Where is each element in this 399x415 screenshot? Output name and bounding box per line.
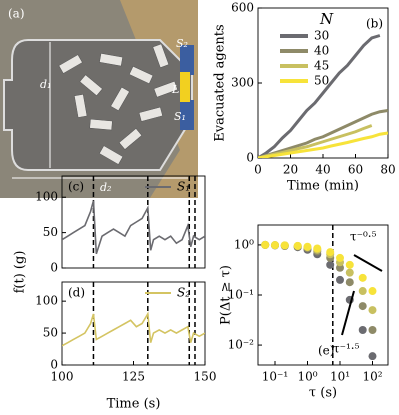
photo-label: d₁ — [40, 78, 51, 91]
legend-title: N — [319, 10, 334, 28]
x-tick-label: 10¹ — [330, 370, 350, 384]
point — [358, 287, 367, 296]
point — [293, 241, 302, 250]
y-tick-label: 50 — [43, 326, 58, 340]
annotation: τ⁻⁰·⁵ — [350, 230, 377, 244]
photo-label: S₂ — [176, 37, 188, 50]
photo: (a) — [0, 0, 198, 198]
point — [345, 278, 354, 287]
point — [335, 275, 344, 284]
point — [345, 268, 354, 277]
photo-label: d₂ — [100, 181, 111, 194]
legend-label: 30 — [314, 29, 329, 43]
y-tick-label: 10⁰ — [234, 237, 254, 251]
point — [368, 287, 377, 296]
x-tick-label: 80 — [380, 163, 395, 177]
panel-label: (d) — [68, 286, 85, 300]
x-tick-label: 60 — [348, 163, 363, 177]
legend-label: 45 — [314, 59, 329, 73]
series-line — [62, 200, 205, 255]
legend-label: S₁ — [177, 180, 190, 194]
sensor — [180, 100, 194, 130]
exit — [180, 72, 190, 102]
annotation: τ⁻¹·⁵ — [333, 342, 360, 356]
legend-label: 50 — [314, 74, 329, 88]
table — [120, 0, 198, 198]
legend-label: S₂ — [177, 286, 190, 300]
photo-label: L — [171, 83, 179, 96]
x-tick-label: 20 — [283, 163, 298, 177]
point — [368, 326, 377, 334]
point — [326, 248, 335, 257]
y-tick-label: 10⁻¹ — [228, 288, 254, 302]
panel-label: (e) — [318, 344, 334, 358]
y-tick-label: 0 — [50, 358, 58, 372]
slope-guide — [341, 290, 355, 336]
agents — [58, 43, 178, 165]
point — [280, 241, 289, 250]
series-line — [62, 311, 205, 347]
y-tick-label: 10⁻² — [228, 338, 255, 352]
y-axis-label: P(Δt ≥ τ) — [219, 265, 234, 325]
x-axis-label: τ (s) — [309, 386, 337, 401]
axes-frame — [61, 175, 206, 269]
point — [270, 241, 279, 250]
x-tick-label: 10⁻¹ — [262, 370, 288, 384]
y-tick-label: 0 — [50, 261, 58, 275]
point — [368, 352, 377, 361]
x-axis-label: Time (s) — [107, 397, 161, 412]
y-tick-label: 600 — [231, 1, 254, 15]
slope-guide — [353, 254, 383, 272]
photo-label: S₁ — [174, 110, 186, 123]
x-tick-label: 10² — [362, 370, 382, 384]
y-tick-label: 100 — [35, 294, 58, 308]
point — [313, 244, 322, 253]
point — [335, 253, 344, 262]
x-tick-label: 100 — [51, 370, 74, 384]
series-line — [258, 109, 388, 158]
point — [358, 273, 367, 282]
y-tick-label: 50 — [43, 225, 58, 239]
point — [303, 242, 312, 251]
x-tick-label: 125 — [122, 370, 145, 384]
point — [345, 260, 354, 269]
series-line — [258, 131, 388, 158]
panel-label: (c) — [68, 180, 84, 194]
sensor — [180, 45, 194, 75]
x-axis-label: Time (min) — [287, 179, 359, 194]
legend-label: 40 — [314, 44, 329, 58]
point — [335, 263, 344, 272]
y-axis-label: f(t) (g) — [13, 251, 28, 294]
point — [358, 302, 367, 311]
y-tick-label: 0 — [246, 151, 254, 165]
y-tick-label: 100 — [35, 190, 58, 204]
x-tick-label: 0 — [254, 163, 262, 177]
panel-label: (b) — [366, 17, 383, 31]
y-axis-label: Evacuated agents — [213, 24, 228, 141]
y-tick-label: 300 — [231, 76, 254, 90]
point — [261, 240, 270, 249]
x-tick-label: 40 — [315, 163, 330, 177]
point — [368, 306, 377, 315]
point — [358, 326, 367, 334]
point — [326, 260, 335, 269]
panel-label: (a) — [8, 7, 25, 21]
x-tick-label: 150 — [194, 370, 217, 384]
series-line — [258, 34, 381, 158]
x-tick-label: 10⁰ — [297, 370, 317, 384]
